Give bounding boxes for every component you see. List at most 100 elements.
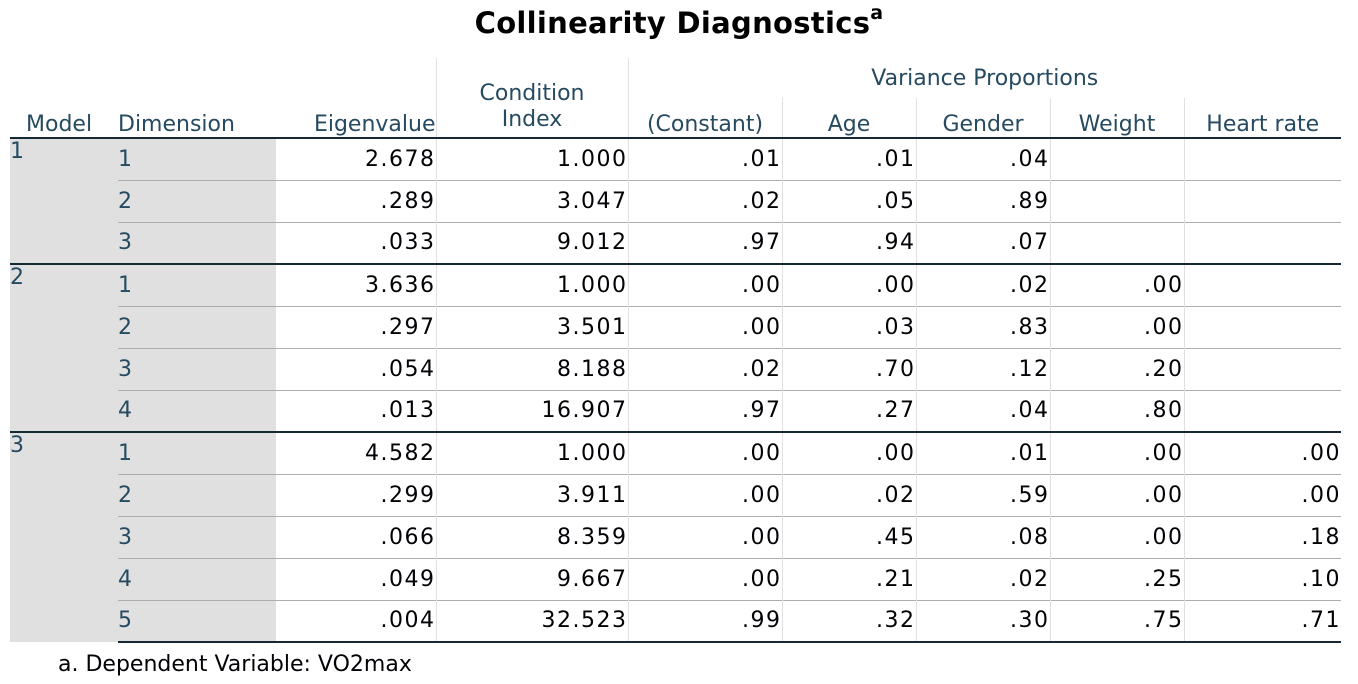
- gender-cell: .04: [915, 137, 1050, 180]
- table-row: 3.066 8.359.00.45.08.00.18: [10, 515, 1342, 558]
- weight-cell: [1049, 179, 1184, 222]
- const-cell: .97: [627, 389, 782, 432]
- const-cell: .00: [627, 473, 782, 516]
- model-cell: 2: [10, 263, 118, 432]
- const-cell: .00: [627, 515, 782, 558]
- eig-cell: 2.678: [276, 137, 436, 180]
- const-cell: .02: [627, 179, 782, 222]
- header-variance-proportions: Variance Proportions: [627, 58, 1342, 98]
- age-cell: .02: [781, 473, 916, 516]
- header-condition-index-line2: Index: [501, 107, 563, 132]
- table-body: 1 1 2.678 1.000.01.01.04 2.289 3.047.02.05.89…: [10, 137, 1342, 643]
- eig-cell: .049: [276, 557, 436, 600]
- eig-cell: .054: [276, 347, 436, 390]
- ci-cell: 32.523: [435, 599, 628, 643]
- header-heart-rate: Heart rate: [1183, 98, 1342, 139]
- dimension-cell: 1: [118, 137, 276, 180]
- const-cell: .00: [627, 557, 782, 600]
- dimension-cell: 4: [118, 389, 276, 432]
- age-cell: .21: [781, 557, 916, 600]
- ci-cell: 9.012: [435, 221, 628, 264]
- hr-cell: .71: [1183, 599, 1342, 643]
- ci-cell: 16.907: [435, 389, 628, 432]
- age-cell: .05: [781, 179, 916, 222]
- weight-cell: .75: [1049, 599, 1184, 643]
- ci-cell: 3.501: [435, 305, 628, 348]
- table-row: 2 1 3.636 1.000.00.00.02.00: [10, 263, 1342, 432]
- ci-cell: 1.000: [435, 137, 628, 180]
- weight-cell: .00: [1049, 473, 1184, 516]
- hr-cell: .10: [1183, 557, 1342, 600]
- gender-cell: .04: [915, 389, 1050, 432]
- age-cell: .45: [781, 515, 916, 558]
- hr-cell: [1183, 179, 1342, 222]
- table-row: 4.049 9.667.00.21.02.25.10: [10, 557, 1342, 600]
- eig-cell: .013: [276, 389, 436, 432]
- table-row: 5.004 32.523.99.32.30.75.71: [10, 599, 1342, 643]
- hr-cell: [1183, 305, 1342, 348]
- table-row: 2.289 3.047.02.05.89: [10, 179, 1342, 222]
- const-cell: .99: [627, 599, 782, 643]
- table-row: 3 1 4.582 1.000.00.00.01.00.00: [10, 431, 1342, 642]
- hr-cell: [1183, 389, 1342, 432]
- eig-cell: .297: [276, 305, 436, 348]
- ci-cell: 3.047: [435, 179, 628, 222]
- gender-cell: .30: [915, 599, 1050, 643]
- gender-cell: .12: [915, 347, 1050, 390]
- gender-cell: .02: [915, 557, 1050, 600]
- age-cell: .00: [781, 431, 916, 474]
- table-row: 1 1 2.678 1.000.01.01.04: [10, 137, 1342, 264]
- ci-cell: 8.188: [435, 347, 628, 390]
- table-row: 3.033 9.012.97.94.07: [10, 221, 1342, 264]
- weight-cell: [1049, 137, 1184, 180]
- header-gender: Gender: [915, 98, 1050, 139]
- header-dimension: Dimension: [118, 112, 235, 137]
- table-row: 2.299 3.911.00.02.59.00.00: [10, 473, 1342, 516]
- age-cell: .70: [781, 347, 916, 390]
- ci-cell: 1.000: [435, 431, 628, 474]
- gender-cell: .83: [915, 305, 1050, 348]
- header-condition-index: Condition Index: [435, 58, 628, 138]
- hr-cell: .18: [1183, 515, 1342, 558]
- eig-cell: 4.582: [276, 431, 436, 474]
- header-eigenvalue: Eigenvalue: [313, 112, 436, 137]
- table-title: Collinearity Diagnosticsa: [0, 2, 1358, 40]
- table-title-text: Collinearity Diagnostics: [474, 6, 871, 40]
- age-cell: .94: [781, 221, 916, 264]
- gender-cell: .02: [915, 263, 1050, 306]
- collinearity-table: Model Dimension Eigenvalue Condition Ind…: [10, 58, 1342, 643]
- dimension-cell: 3: [118, 347, 276, 390]
- dimension-cell: 3: [118, 221, 276, 264]
- age-cell: .01: [781, 137, 916, 180]
- gender-cell: .07: [915, 221, 1050, 264]
- ci-cell: 8.359: [435, 515, 628, 558]
- header-weight: Weight: [1049, 98, 1184, 139]
- header-age: Age: [781, 98, 916, 139]
- eig-cell: .004: [276, 599, 436, 643]
- hr-cell: .00: [1183, 473, 1342, 516]
- footnote: a. Dependent Variable: VO2max: [58, 652, 412, 677]
- weight-cell: .00: [1049, 431, 1184, 474]
- age-cell: .00: [781, 263, 916, 306]
- weight-cell: .25: [1049, 557, 1184, 600]
- weight-cell: .00: [1049, 305, 1184, 348]
- gender-cell: .01: [915, 431, 1050, 474]
- age-cell: .03: [781, 305, 916, 348]
- const-cell: .00: [627, 431, 782, 474]
- weight-cell: .00: [1049, 515, 1184, 558]
- hr-cell: .00: [1183, 431, 1342, 474]
- gender-cell: .59: [915, 473, 1050, 516]
- dimension-cell: 2: [118, 179, 276, 222]
- const-cell: .02: [627, 347, 782, 390]
- const-cell: .01: [627, 137, 782, 180]
- hr-cell: [1183, 137, 1342, 180]
- gender-cell: .89: [915, 179, 1050, 222]
- const-cell: .97: [627, 221, 782, 264]
- age-cell: .27: [781, 389, 916, 432]
- gender-cell: .08: [915, 515, 1050, 558]
- dimension-cell: 2: [118, 305, 276, 348]
- hr-cell: [1183, 263, 1342, 306]
- dimension-cell: 1: [118, 431, 276, 474]
- dimension-cell: 4: [118, 557, 276, 600]
- model-cell: 1: [10, 137, 118, 264]
